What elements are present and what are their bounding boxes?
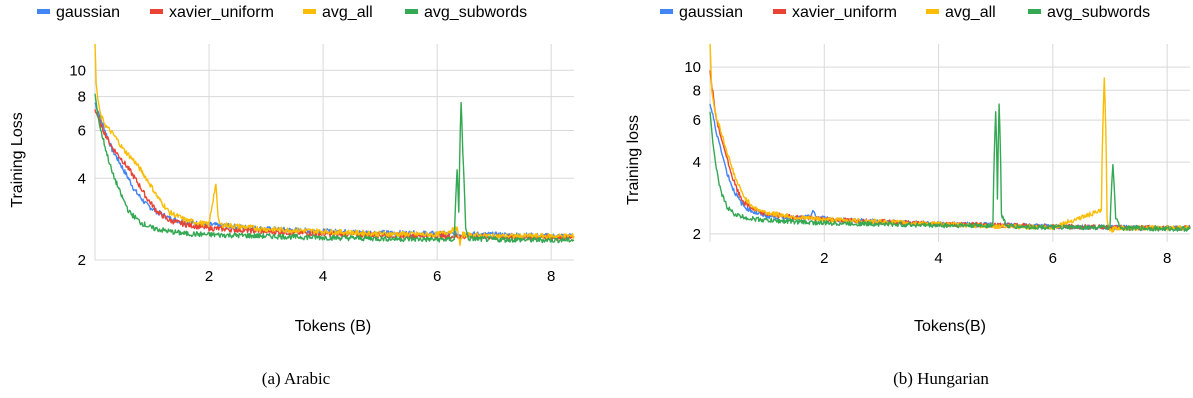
y-tick-label: 10 <box>684 59 701 76</box>
x-tick-label: 4 <box>319 268 327 285</box>
legend-label-avg-all: avg_all <box>322 4 373 21</box>
series-lines <box>94 43 575 246</box>
gridlines <box>94 44 574 261</box>
y-tick-label: 10 <box>69 62 86 79</box>
x-tick-label: 6 <box>1049 250 1057 267</box>
x-tick-label: 2 <box>820 250 828 267</box>
y-tick-label: 6 <box>78 123 86 140</box>
legend-swatch-avg-all <box>926 9 939 14</box>
legend-swatch-avg-subwords <box>1028 9 1041 14</box>
x-tick-label: 8 <box>1163 250 1171 267</box>
series-line-avg-all <box>709 43 1191 233</box>
legend-swatch-avg-all <box>303 9 316 14</box>
y-tick-label: 8 <box>78 89 86 106</box>
y-tick-label: 4 <box>78 170 86 187</box>
x-tick-label: 6 <box>433 268 441 285</box>
legend-label-avg-subwords: avg_subwords <box>1047 4 1150 21</box>
tick-labels: 2 4 6 8 2 4 6 8 10 <box>684 59 1171 267</box>
y-tick-label: 6 <box>693 112 701 129</box>
legend-swatch-gaussian <box>37 9 50 14</box>
x-tick-label: 8 <box>547 268 555 285</box>
series-line-xavier-uniform <box>709 70 1191 231</box>
gridlines <box>709 44 1190 242</box>
legend-swatch-gaussian <box>660 9 673 14</box>
x-axis-label: Tokens (B) <box>295 318 371 335</box>
legend-label-xavier-uniform: xavier_uniform <box>169 4 274 21</box>
series-line-xavier-uniform <box>94 109 574 241</box>
legend-label-avg-all: avg_all <box>945 4 996 21</box>
series-line-gaussian <box>709 103 1191 231</box>
chart-hungarian: gaussian xavier_uniform avg_all avg_subw… <box>625 4 1191 388</box>
legend-label-gaussian: gaussian <box>56 4 120 21</box>
x-tick-label: 2 <box>205 268 213 285</box>
series-lines <box>709 43 1191 233</box>
x-axis-label: Tokens(B) <box>914 318 986 335</box>
legend: gaussian xavier_uniform avg_all avg_subw… <box>37 4 527 21</box>
chart-arabic: gaussian xavier_uniform avg_all avg_subw… <box>9 4 575 388</box>
legend-swatch-avg-subwords <box>405 9 418 14</box>
series-line-avg-subwords <box>94 93 575 244</box>
legend-label-gaussian: gaussian <box>679 4 743 21</box>
series-line-avg-subwords <box>709 103 1191 232</box>
series-line-avg-all <box>94 43 575 246</box>
y-tick-label: 8 <box>693 82 701 99</box>
y-axis-label: Training Loss <box>9 112 26 207</box>
y-tick-label: 2 <box>693 226 701 243</box>
legend-label-avg-subwords: avg_subwords <box>424 4 527 21</box>
y-tick-label: 4 <box>693 154 701 171</box>
caption-a: (a) Arabic <box>262 369 331 388</box>
legend-label-xavier-uniform: xavier_uniform <box>792 4 897 21</box>
legend: gaussian xavier_uniform avg_all avg_subw… <box>660 4 1150 21</box>
x-tick-label: 4 <box>934 250 942 267</box>
caption-b: (b) Hungarian <box>893 369 989 388</box>
tick-labels: 2 4 6 8 2 4 6 8 10 <box>69 62 555 285</box>
y-tick-label: 2 <box>78 252 86 269</box>
legend-swatch-xavier-uniform <box>773 9 786 14</box>
legend-swatch-xavier-uniform <box>150 9 163 14</box>
y-axis-label: Training loss <box>625 115 642 205</box>
